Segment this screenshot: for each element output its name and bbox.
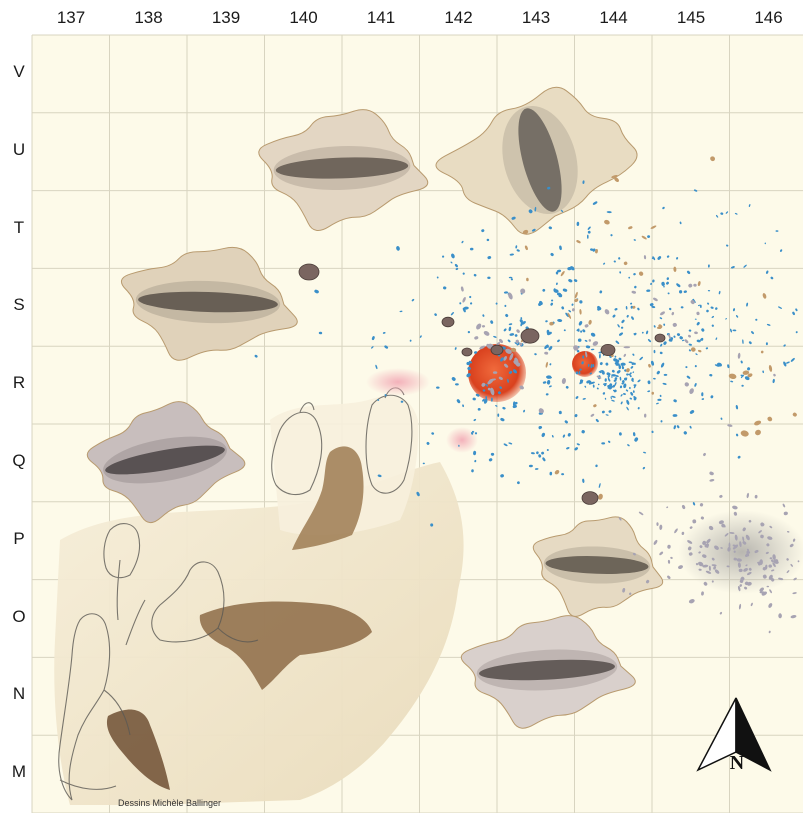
row-label: S [6,295,32,315]
debris-fragment [679,290,682,293]
rock [655,334,665,342]
column-label: 139 [187,8,265,28]
north-arrow-label: N [725,752,749,775]
rock [521,329,539,343]
column-label: 141 [342,8,420,28]
rock [462,348,472,356]
rock [442,317,454,327]
column-label: 140 [265,8,343,28]
debris-fragment [601,442,605,444]
row-label: N [6,684,32,704]
column-label: 143 [497,8,575,28]
debris-fragment [579,371,580,375]
rock [582,492,598,505]
row-label: R [6,373,32,393]
row-label: T [6,218,32,238]
drawing-credit: Dessins Michèle Ballinger [118,798,221,808]
ash-spot-q142 [446,427,478,453]
debris-fragment [598,384,600,386]
column-label: 146 [730,8,803,28]
row-label: V [6,62,32,82]
bone-fragment [651,392,654,395]
column-label: 138 [110,8,188,28]
column-label: 145 [652,8,730,28]
ash-spot-r141 [366,368,430,396]
row-label: M [6,762,32,782]
rock [299,264,319,280]
row-label: U [6,140,32,160]
debris-fragment [695,365,697,367]
row-label: Q [6,451,32,471]
rock [491,345,503,355]
row-label: P [6,529,32,549]
debris-fragment [765,242,766,244]
debris-fragment [621,363,626,366]
row-label: O [6,607,32,627]
debris-fragment [587,235,589,239]
rock [601,344,615,355]
column-label: 144 [575,8,653,28]
debris-fragment [509,277,513,279]
column-label: 137 [32,8,110,28]
debris-fragment [629,387,631,389]
column-label: 142 [420,8,498,28]
